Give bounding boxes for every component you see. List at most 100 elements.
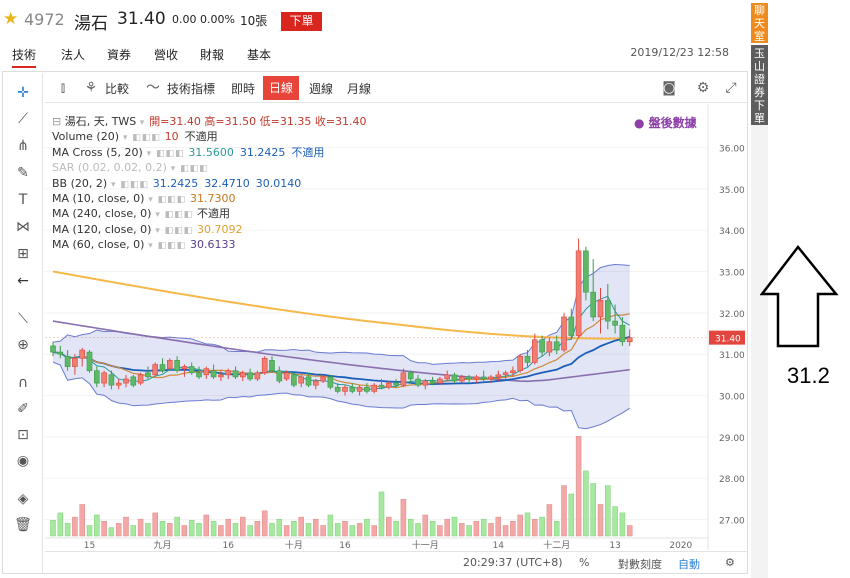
candle-body xyxy=(79,349,86,359)
broker-order-tab[interactable]: 玉山證券下單 xyxy=(751,45,768,125)
tab-margin[interactable]: 資券 xyxy=(107,48,132,62)
candle-body xyxy=(145,372,151,378)
compare-button[interactable]: 比較 xyxy=(105,82,130,96)
volume-bar xyxy=(429,521,436,537)
candle-body xyxy=(349,386,356,392)
y-tick-label: 35.00 xyxy=(719,186,745,196)
bar-style-icon[interactable]: ⫾ xyxy=(60,80,66,96)
ruler-icon[interactable]: ⟍ xyxy=(18,311,28,327)
volume-bar xyxy=(313,518,319,537)
layers-icon[interactable]: ◈ xyxy=(17,491,29,507)
favorite-star-icon[interactable]: ★ xyxy=(3,9,19,29)
ma120-line xyxy=(52,270,630,340)
volume-bar xyxy=(356,523,363,537)
legend-row-controls[interactable]: ▾ ◧◧◧ xyxy=(151,225,198,236)
legend-row-name: MA (10, close, 0) xyxy=(52,191,145,205)
volume-bar xyxy=(568,493,575,537)
brush-icon[interactable]: ✎ xyxy=(17,165,29,181)
tab-financials[interactable]: 財報 xyxy=(200,48,225,62)
trash-icon[interactable]: 🗑 xyxy=(14,517,32,533)
volume-bar xyxy=(79,504,85,537)
volume-bar xyxy=(218,525,224,537)
volume-bar xyxy=(298,516,304,537)
candle-body xyxy=(531,339,538,363)
eye-icon[interactable]: ◉ xyxy=(16,453,30,469)
arrow-left-icon[interactable]: ← xyxy=(17,273,29,289)
volume-bar xyxy=(612,506,618,537)
daily-button[interactable]: 日線 xyxy=(263,76,300,100)
candle-body xyxy=(393,382,399,386)
legend-row-controls[interactable]: ▾ ◧◧◧ xyxy=(142,148,189,159)
x-tick-label: 十月 xyxy=(285,539,303,550)
magnet-icon[interactable]: ∩ xyxy=(17,375,29,391)
candle-body xyxy=(203,368,210,376)
chart-frame xyxy=(2,71,748,574)
order-button[interactable]: 下單 xyxy=(281,12,322,31)
volume-bar xyxy=(269,523,275,537)
tab-revenue[interactable]: 營收 xyxy=(154,48,179,62)
legend-row: BB (20, 2) ▾ ◧◧◧ 31.2425 32.4710 30.0140 xyxy=(52,176,367,191)
candle-body xyxy=(312,380,319,386)
gann-icon[interactable]: ⊞ xyxy=(17,246,29,262)
monthly-button[interactable]: 月線 xyxy=(347,82,372,96)
volume-bar xyxy=(619,512,626,537)
y-tick-label: 30.00 xyxy=(719,392,745,402)
tab-technical[interactable]: 技術 xyxy=(12,46,37,68)
candle-body xyxy=(269,360,275,371)
legend-row-controls[interactable]: ▾ ◧◧◧ xyxy=(151,210,198,221)
text-tool-icon[interactable]: T xyxy=(18,192,28,208)
main-tabs: 技術 法人 資券 營收 財報 基本 2019/12/23 12:58 xyxy=(0,40,745,68)
gear-icon[interactable]: ⚙ xyxy=(696,80,710,96)
candle-body xyxy=(93,370,100,384)
pencil-lock-icon[interactable]: ✐ xyxy=(17,401,29,417)
zoom-in-icon[interactable]: ⊕ xyxy=(17,337,29,353)
lock-icon[interactable]: ⊡ xyxy=(17,427,29,443)
trendline-icon[interactable]: ⟋ xyxy=(18,111,28,127)
candle-body xyxy=(123,378,129,384)
volume-bar xyxy=(444,518,450,537)
volume-bar xyxy=(240,516,246,537)
camera-icon[interactable]: ◙ xyxy=(662,80,676,96)
price-chart[interactable]: 36.00 35.00 34.00 33.00 32.00 31.00 30.00 29.00… xyxy=(45,104,747,550)
candle-body xyxy=(115,382,122,386)
intraday-button[interactable]: 即時 xyxy=(231,82,256,96)
up-arrow-annotation xyxy=(760,244,839,348)
volume-bar xyxy=(108,527,115,537)
legend-row: MA (60, close, 0) ▾ ◧◧◧ 30.6133 xyxy=(52,237,367,252)
fib-icon[interactable]: ⋔ xyxy=(17,138,29,154)
legend-row-controls[interactable]: ▾ ◧◧◧ xyxy=(166,164,209,175)
candle-body xyxy=(72,357,78,367)
candle-body xyxy=(291,374,297,386)
volume-bar xyxy=(196,523,202,537)
crosshair-icon[interactable]: ✛ xyxy=(17,85,29,101)
legend-row-controls[interactable]: ▾ ◧◧◧ xyxy=(119,133,165,144)
legend-row-controls[interactable]: ▾ ◧◧◧ xyxy=(144,241,191,252)
legend-row-controls[interactable]: ▾ ◧◧◧ xyxy=(144,194,191,205)
legend-row-value: 不適用 xyxy=(184,130,218,144)
indicators-button[interactable]: 技術指標 xyxy=(167,82,216,96)
pattern-icon[interactable]: ⋈ xyxy=(16,219,30,235)
tab-basic[interactable]: 基本 xyxy=(247,48,272,62)
legend-high: 高=31.50 xyxy=(204,115,257,128)
x-tick-label: 15 xyxy=(84,541,95,550)
weekly-button[interactable]: 週線 xyxy=(309,82,334,96)
log-scale-toggle[interactable]: 對數刻度 xyxy=(618,558,662,571)
stock-name: 湯石 xyxy=(74,14,108,34)
fullscreen-icon[interactable]: ⤢ xyxy=(725,80,737,96)
compare-icon[interactable]: ⚘ xyxy=(84,80,98,96)
tab-institutional[interactable]: 法人 xyxy=(61,48,86,62)
legend-row-value: 31.5600 xyxy=(188,145,234,159)
chat-room-tab[interactable]: 聊天室 xyxy=(751,3,768,43)
volume-bar xyxy=(72,516,78,537)
status-gear-icon[interactable]: ⚙ xyxy=(725,556,735,569)
candle-body xyxy=(210,370,217,378)
candle-body xyxy=(517,355,524,371)
y-tick-label: 36.00 xyxy=(719,145,745,155)
percent-toggle[interactable]: % xyxy=(579,556,590,569)
indicator-icon[interactable]: 〜 xyxy=(146,80,160,96)
legend-symbol: 湯石, 天, TWS xyxy=(64,115,137,128)
legend-row-controls[interactable]: ▾ ◧◧◧ xyxy=(107,179,153,190)
volume-bar xyxy=(101,521,107,537)
candle-body xyxy=(568,316,575,336)
auto-scale-toggle[interactable]: 自動 xyxy=(678,558,700,571)
